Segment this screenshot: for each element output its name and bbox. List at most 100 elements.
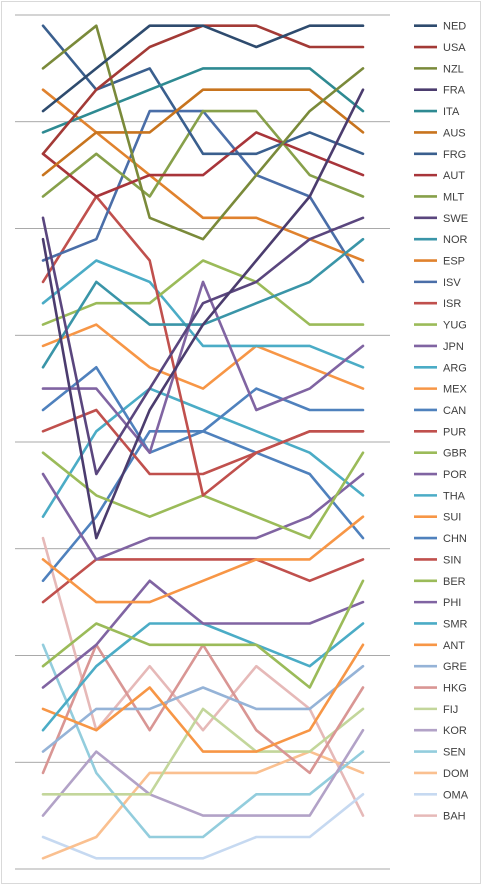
legend-label: NZL	[443, 63, 464, 75]
legend-item-mlt: MLT	[414, 191, 464, 203]
series-line-sen	[41, 643, 365, 839]
legend-label: DOM	[443, 768, 469, 780]
legend-label: OMA	[443, 789, 469, 801]
legend-label: JPN	[443, 341, 464, 353]
series-line-mlt	[41, 109, 365, 198]
legend-item-arg: ARG	[414, 362, 467, 374]
legend-label: SUI	[443, 512, 461, 524]
legend-label: POR	[443, 469, 467, 481]
legend-label: ARG	[443, 362, 467, 374]
legend-item-ita: ITA	[414, 106, 460, 118]
legend-label: NOR	[443, 234, 468, 246]
legend-item-gbr: GBR	[414, 448, 467, 460]
series-line-ita	[41, 67, 365, 134]
legend-label: PHI	[443, 597, 461, 609]
legend-item-esp: ESP	[414, 256, 465, 268]
legend-item-isr: ISR	[414, 298, 461, 310]
series-line-ber	[41, 579, 365, 689]
series-line-fij	[41, 707, 365, 796]
legend-item-yug: YUG	[414, 320, 467, 332]
legend-item-usa: USA	[414, 42, 466, 54]
legend-label: ESP	[443, 256, 465, 268]
legend-item-frg: FRG	[414, 149, 466, 161]
legend-item-hkg: HKG	[414, 683, 467, 695]
legend-label: ISR	[443, 298, 461, 310]
series-line-sui	[41, 515, 365, 604]
legend-label: MEX	[443, 384, 468, 396]
series-line-nzl	[41, 24, 365, 241]
series-line-por	[41, 472, 365, 561]
legend-label: FRG	[443, 149, 466, 161]
legend-item-bah: BAH	[414, 811, 466, 823]
legend-item-isv: ISV	[414, 277, 461, 289]
legend-label: HKG	[443, 683, 467, 695]
series-line-phi	[41, 579, 365, 689]
legend-item-phi: PHI	[414, 597, 461, 609]
legend-item-mex: MEX	[414, 384, 468, 396]
series-line-swe	[41, 216, 365, 476]
legend-item-tha: THA	[414, 490, 466, 502]
legend-label: ANT	[443, 640, 465, 652]
legend-item-dom: DOM	[414, 768, 469, 780]
legend-label: BAH	[443, 811, 466, 823]
series-line-jpn	[41, 280, 365, 455]
legend-item-nor: NOR	[414, 234, 468, 246]
legend-item-smr: SMR	[414, 618, 468, 630]
legend-item-ned: NED	[414, 21, 466, 33]
legend-item-nzl: NZL	[414, 63, 464, 75]
legend-label: ITA	[443, 106, 460, 118]
series-line-gre	[41, 664, 365, 753]
series-line-fra	[41, 88, 365, 540]
gridlines	[15, 14, 390, 870]
legend-label: SIN	[443, 554, 461, 566]
legend-label: GRE	[443, 661, 467, 673]
legend-item-fij: FIJ	[414, 704, 458, 716]
legend-label: FRA	[443, 85, 466, 97]
legend-label: MLT	[443, 191, 464, 203]
legend-item-fra: FRA	[414, 85, 466, 97]
series-line-oma	[41, 792, 365, 860]
legend-label: AUT	[443, 170, 465, 182]
legend-label: CAN	[443, 405, 466, 417]
legend-label: KOR	[443, 725, 467, 737]
legend: NED USA NZL FRA ITA AUS FRG AUT MLT SWE NOR ESP ISV I…	[414, 21, 469, 823]
legend-item-oma: OMA	[414, 789, 469, 801]
legend-item-swe: SWE	[414, 213, 468, 225]
series-line-arg	[41, 259, 365, 369]
legend-label: SEN	[443, 747, 466, 759]
series-line-yug	[41, 259, 365, 326]
legend-item-sin: SIN	[414, 554, 461, 566]
legend-label: ISV	[443, 277, 461, 289]
legend-item-sui: SUI	[414, 512, 461, 524]
legend-item-ber: BER	[414, 576, 466, 588]
legend-item-aut: AUT	[414, 170, 465, 182]
legend-item-sen: SEN	[414, 747, 466, 759]
series-line-mex	[41, 323, 365, 390]
legend-item-aus: AUS	[414, 127, 466, 139]
legend-item-pur: PUR	[414, 426, 466, 438]
series-line-ned	[41, 24, 365, 113]
legend-label: FIJ	[443, 704, 458, 716]
legend-item-jpn: JPN	[414, 341, 464, 353]
series-line-aus	[41, 88, 365, 177]
legend-label: AUS	[443, 127, 466, 139]
series-line-aut	[41, 131, 365, 198]
series-line-kor	[41, 728, 365, 817]
legend-label: PUR	[443, 426, 466, 438]
series-line-ant	[41, 643, 365, 753]
legend-label: NED	[443, 21, 466, 33]
legend-item-por: POR	[414, 469, 467, 481]
legend-label: SMR	[443, 618, 468, 630]
legend-item-chn: CHN	[414, 533, 467, 545]
legend-label: CHN	[443, 533, 467, 545]
legend-item-kor: KOR	[414, 725, 467, 737]
legend-item-can: CAN	[414, 405, 466, 417]
legend-label: GBR	[443, 448, 467, 460]
legend-label: THA	[443, 490, 466, 502]
legend-label: YUG	[443, 320, 467, 332]
legend-label: SWE	[443, 213, 468, 225]
legend-label: USA	[443, 42, 466, 54]
series-line-can	[41, 365, 365, 455]
legend-item-gre: GRE	[414, 661, 467, 673]
